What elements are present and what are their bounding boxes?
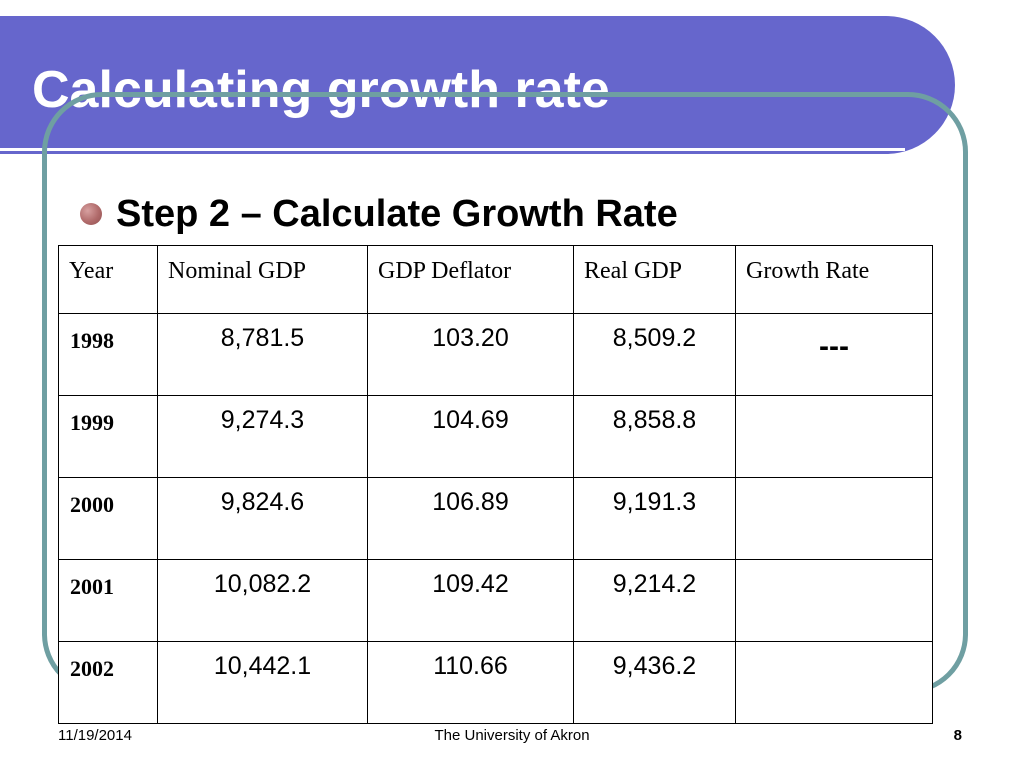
cell-year: 2001 [58, 559, 158, 642]
cell-nominal-gdp: 8,781.5 [157, 313, 368, 396]
bullet-text: Step 2 – Calculate Growth Rate [116, 192, 678, 235]
table-row: 1998 8,781.5 103.20 8,509.2 --- [58, 313, 933, 396]
cell-year: 2002 [58, 641, 158, 724]
cell-nominal-gdp: 10,082.2 [157, 559, 368, 642]
cell-gdp-deflator: 106.89 [367, 477, 574, 560]
cell-gdp-deflator: 103.20 [367, 313, 574, 396]
header-real-gdp: Real GDP [573, 245, 736, 314]
cell-growth-rate: --- [735, 313, 933, 396]
table-row: 1999 9,274.3 104.69 8,858.8 [58, 395, 933, 478]
cell-gdp-deflator: 109.42 [367, 559, 574, 642]
slide-title: Calculating growth rate [32, 61, 610, 119]
page-number: 8 [953, 727, 962, 744]
cell-year: 1998 [58, 313, 158, 396]
table-row: 2001 10,082.2 109.42 9,214.2 [58, 559, 933, 642]
footer-institution: The University of Akron [434, 727, 590, 744]
cell-growth-rate [735, 559, 933, 642]
table-row: 2002 10,442.1 110.66 9,436.2 [58, 641, 933, 724]
cell-gdp-deflator: 110.66 [367, 641, 574, 724]
cell-gdp-deflator: 104.69 [367, 395, 574, 478]
header-year: Year [58, 245, 158, 314]
header-growth-rate: Growth Rate [735, 245, 933, 314]
cell-real-gdp: 9,191.3 [573, 477, 736, 560]
cell-real-gdp: 9,436.2 [573, 641, 736, 724]
cell-growth-rate [735, 641, 933, 724]
bullet-item: Step 2 – Calculate Growth Rate [80, 188, 678, 240]
title-underline [0, 148, 905, 151]
table-row: 2000 9,824.6 106.89 9,191.3 [58, 477, 933, 560]
cell-year: 1999 [58, 395, 158, 478]
cell-real-gdp: 9,214.2 [573, 559, 736, 642]
header-nominal-gdp: Nominal GDP [157, 245, 368, 314]
cell-growth-rate [735, 395, 933, 478]
gdp-table: Year Nominal GDP GDP Deflator Real GDP G… [58, 245, 933, 724]
title-banner: Calculating growth rate [0, 16, 955, 154]
cell-real-gdp: 8,509.2 [573, 313, 736, 396]
footer-date: 11/19/2014 [58, 727, 132, 744]
header-gdp-deflator: GDP Deflator [367, 245, 574, 314]
cell-nominal-gdp: 9,274.3 [157, 395, 368, 478]
cell-nominal-gdp: 9,824.6 [157, 477, 368, 560]
cell-growth-rate [735, 477, 933, 560]
cell-real-gdp: 8,858.8 [573, 395, 736, 478]
cell-year: 2000 [58, 477, 158, 560]
table-header-row: Year Nominal GDP GDP Deflator Real GDP G… [58, 245, 933, 314]
cell-nominal-gdp: 10,442.1 [157, 641, 368, 724]
bullet-dot-icon [80, 203, 102, 225]
